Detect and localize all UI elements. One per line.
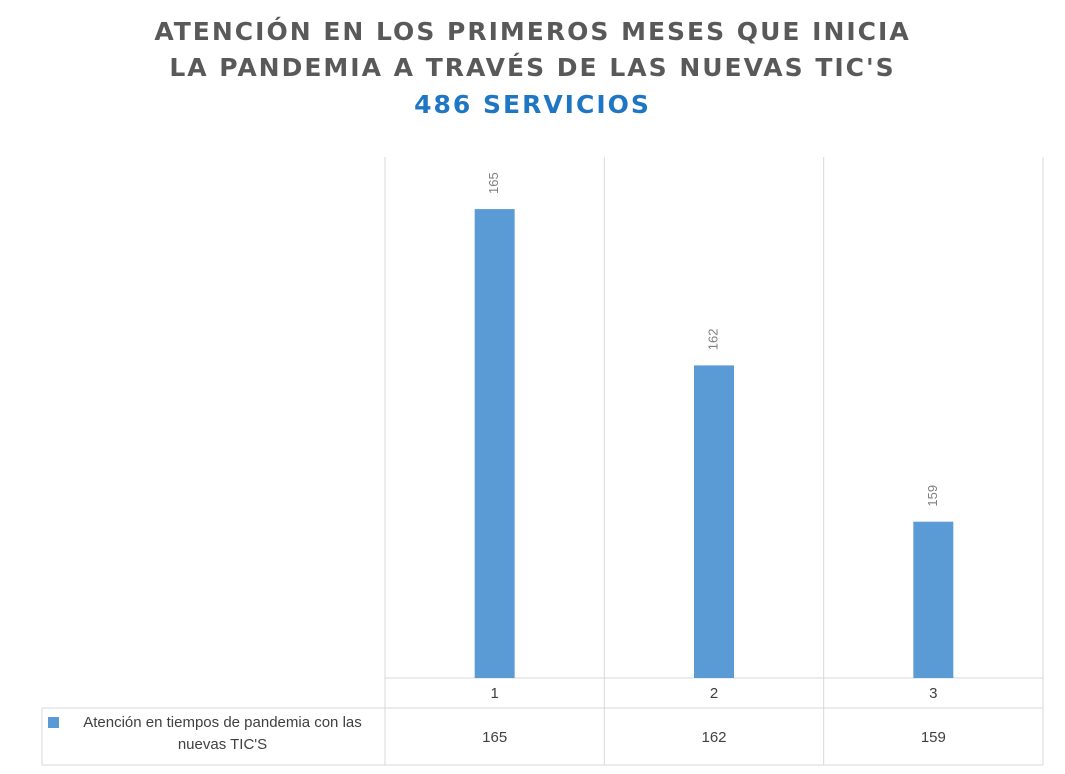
chart-subtitle: 486 SERVICIOS (414, 90, 651, 119)
x-tick-label: 2 (710, 685, 718, 702)
bar (694, 365, 734, 678)
data-label: 165 (486, 172, 501, 194)
legend-label: Atención en tiempos de pandemia con las … (83, 714, 362, 753)
chart-title: ATENCIÓN EN LOS PRIMEROS MESES QUE INICI… (154, 17, 911, 82)
data-label: 159 (925, 485, 940, 507)
bar (913, 521, 954, 678)
bar (474, 209, 515, 678)
data-label: 162 (705, 329, 720, 351)
legend-swatch (48, 717, 59, 728)
table-value: 159 (921, 729, 946, 746)
table-value: 165 (482, 729, 507, 746)
x-tick-label: 1 (490, 685, 498, 702)
x-tick-label: 3 (929, 685, 937, 702)
table-value: 162 (701, 729, 726, 746)
